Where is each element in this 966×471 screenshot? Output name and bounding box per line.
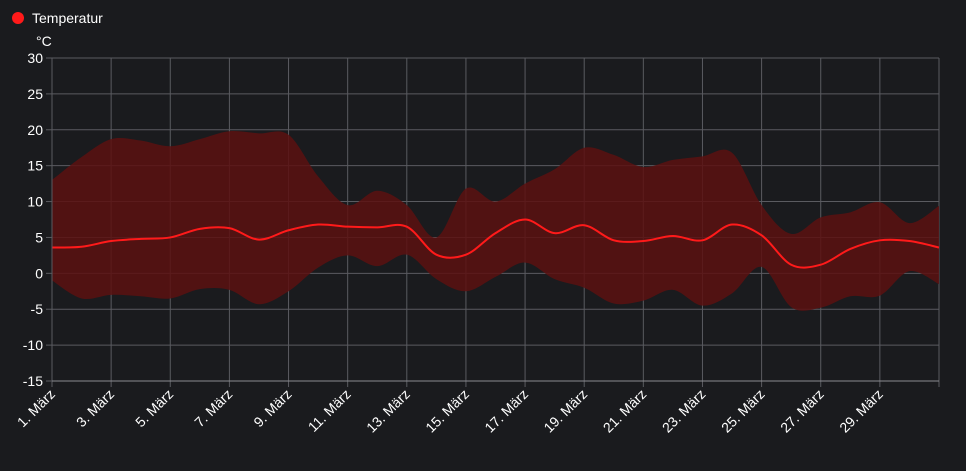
x-tick-label: 11. März xyxy=(305,386,354,435)
x-tick-label: 17. März xyxy=(481,386,531,436)
x-tick-label: 1. März xyxy=(14,386,58,430)
y-tick-label: -5 xyxy=(31,301,44,317)
x-tick-label: 21. März xyxy=(600,386,650,436)
x-tick-label: 3. März xyxy=(73,386,117,430)
x-tick-label: 19. März xyxy=(540,386,590,436)
x-tick-label: 13. März xyxy=(363,386,413,436)
x-tick-label: 9. März xyxy=(250,386,294,430)
y-axis-unit-label: °C xyxy=(36,33,52,49)
y-tick-label: -10 xyxy=(23,337,43,353)
legend-label: Temperatur xyxy=(32,10,103,26)
x-tick-label: 29. März xyxy=(836,386,886,436)
y-tick-label: -15 xyxy=(23,373,43,389)
y-tick-label: 15 xyxy=(27,158,43,174)
y-tick-label: 10 xyxy=(27,194,43,210)
x-tick-label: 5. März xyxy=(132,386,176,430)
y-tick-label: 20 xyxy=(27,122,43,138)
y-tick-label: 5 xyxy=(35,229,43,245)
temperature-line xyxy=(51,218,940,269)
x-tick-label: 23. März xyxy=(659,386,709,436)
y-tick-label: 0 xyxy=(35,265,43,281)
x-tick-label: 25. März xyxy=(718,386,768,436)
x-tick-label: 27. März xyxy=(777,386,827,436)
x-tick-label: 15. März xyxy=(422,386,472,436)
legend-swatch-icon xyxy=(12,12,24,24)
y-tick-label: 25 xyxy=(27,86,43,102)
legend[interactable]: Temperatur xyxy=(12,10,103,26)
x-tick-label: 7. März xyxy=(191,386,235,430)
min-max-band xyxy=(52,130,939,311)
y-tick-label: 30 xyxy=(27,50,43,66)
